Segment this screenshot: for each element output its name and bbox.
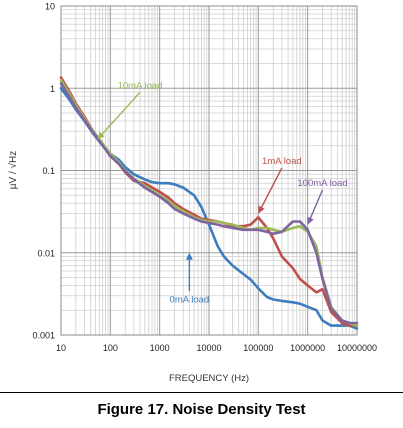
annotation-label: 1mA load (262, 156, 302, 167)
x-tick-label: 100000 (243, 343, 273, 353)
annotation-arrow-line (307, 189, 324, 224)
y-tick-label: 0.001 (32, 331, 55, 341)
figure-caption: Figure 17. Noise Density Test (97, 401, 306, 418)
x-tick-label: 10 (56, 343, 66, 353)
annotation-arrow-line (97, 91, 141, 139)
y-axis-label: µV / √Hz (7, 151, 19, 189)
annotation-label: 10mA load (118, 80, 163, 91)
x-tick-label: 10000000 (337, 343, 377, 353)
annotation-label: 100mA load (297, 178, 347, 189)
x-tick-label: 10000 (196, 343, 221, 353)
x-tick-labels: 10 100 1000 10000 100000 1000000 10000000 (56, 343, 377, 353)
y-tick-label: 1 (50, 84, 55, 94)
y-tick-label: 10 (45, 2, 55, 12)
series-layer (59, 76, 359, 330)
annotation-arrow-head (258, 205, 265, 214)
plot-frame (60, 5, 358, 336)
y-tick-label: 0.1 (42, 166, 55, 176)
major-gridlines (60, 6, 357, 336)
series-line-100ma-load (59, 82, 359, 325)
caption-divider (0, 392, 403, 393)
x-axis-label: FREQUENCY (Hz) (169, 373, 249, 384)
noise-density-chart: 10 100 1000 10000 100000 1000000 10000000 0.00… (7, 2, 377, 385)
annotation-arrow-head (185, 252, 193, 260)
x-tick-label: 100 (103, 343, 118, 353)
x-tick-label: 1000 (150, 343, 170, 353)
annotations: 10mA load 1mA load 100mA load 0mA load (97, 80, 348, 305)
y-tick-labels: 0.001 0.01 0.1 1 10 (32, 2, 55, 341)
annotation-arrow-head (97, 131, 105, 140)
y-tick-label: 0.01 (37, 248, 55, 258)
annotation-arrow-head (307, 216, 314, 225)
x-tick-label: 1000000 (290, 343, 325, 353)
annotation-label: 0mA load (170, 294, 210, 305)
annotation-arrow-line (258, 167, 283, 213)
